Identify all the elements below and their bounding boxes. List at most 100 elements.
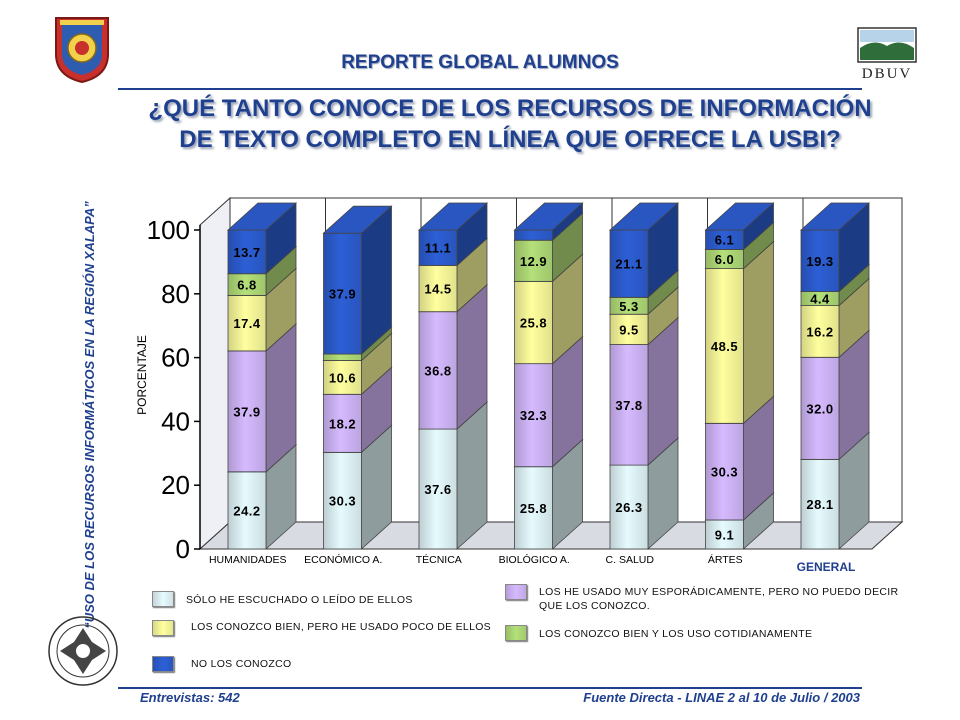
data-label: 10.6 [329, 370, 356, 385]
bar-front [514, 239, 553, 282]
legend-swatch-no_conozco [152, 656, 174, 672]
data-label: 28.1 [806, 497, 833, 512]
legend-swatch-solo_escuchado [152, 591, 174, 607]
bar-front [514, 280, 553, 365]
category-label: HUMANIDADES [209, 554, 287, 566]
bar-segment [799, 202, 871, 293]
category-label: C. SALUD [606, 554, 655, 566]
chart-question-title: ¿QUÉ TANTO CONOCE DE LOS RECURSOS DE INF… [148, 95, 872, 153]
y-tick-label: 60 [161, 343, 190, 373]
data-label: 6.0 [715, 252, 735, 267]
bar-front [227, 471, 267, 550]
legend-label-solo_escuchado: SÓLO HE ESCUCHADO O LEÍDO DE ELLOS [186, 594, 413, 606]
bar-front [418, 428, 458, 550]
data-label: 19.3 [806, 254, 833, 269]
bar-segment [704, 202, 775, 251]
data-label: 11.1 [425, 241, 452, 256]
data-label: 30.3 [711, 465, 738, 480]
legend-swatch-conozco_bien_poco [152, 620, 174, 636]
data-label: 9.1 [715, 527, 735, 542]
data-label: 14.5 [424, 282, 451, 297]
data-label: 17.4 [233, 316, 261, 331]
research-seal-logo [46, 614, 120, 688]
bar-front [800, 305, 840, 358]
bar-top [322, 205, 393, 234]
bar-front [323, 353, 362, 361]
data-label: 9.5 [619, 322, 639, 337]
y-tick-label: 20 [161, 470, 190, 500]
report-title: REPORTE GLOBAL ALUMNOS [341, 52, 619, 73]
bar-segment [226, 202, 298, 275]
bar-front [800, 356, 840, 460]
category-label: ÁRTES [708, 553, 743, 566]
bar-front [227, 229, 267, 275]
data-label: 37.8 [615, 398, 642, 413]
bar-front [323, 393, 362, 453]
data-label: 26.3 [615, 500, 642, 515]
bar-segment [513, 202, 584, 242]
y-tick-label: 100 [147, 215, 190, 245]
bar-front [705, 422, 744, 521]
bar-front [323, 232, 362, 355]
data-label: 25.8 [520, 316, 547, 331]
category-label: BIOLÓGICO A. [499, 553, 570, 566]
bar-front [418, 311, 458, 430]
data-label: 5.3 [619, 299, 639, 314]
bar-front [514, 466, 553, 550]
legend-label-no_conozco: NO LOS CONOZCO [191, 658, 292, 670]
y-tick-label: 40 [161, 406, 190, 436]
data-label: 13.7 [233, 245, 260, 260]
data-label: 32.0 [806, 401, 833, 416]
bar-front [323, 451, 362, 550]
bar-top [226, 202, 298, 231]
data-label: 37.9 [329, 287, 356, 302]
legend-swatch-muy_esporadico [505, 584, 527, 600]
bar-top [704, 202, 775, 231]
bar-front [514, 229, 553, 241]
bar-top [417, 202, 489, 231]
interviews-count: Entrevistas: 542 [140, 690, 240, 705]
bar-front [609, 344, 649, 466]
bar-top [513, 202, 584, 231]
bar-front [323, 360, 362, 395]
bar-top [799, 202, 871, 231]
dbuv-logo-text: DBUV [862, 66, 913, 82]
data-label: 16.2 [806, 324, 833, 339]
bar-segment [608, 202, 680, 299]
university-crest-logo [50, 14, 114, 84]
data-label: 32.3 [520, 408, 547, 423]
bar-side [743, 240, 774, 425]
footer-divider [118, 687, 862, 689]
y-tick-label: 0 [176, 534, 190, 564]
data-label: 4.4 [810, 292, 830, 307]
legend-swatch-uso_cotidiano [505, 625, 527, 641]
bar-segment [704, 395, 775, 521]
data-label: 36.8 [424, 363, 451, 378]
data-label: 37.9 [233, 404, 260, 419]
y-tick-label: 80 [161, 279, 190, 309]
chart-side-wall [199, 196, 231, 551]
data-label: 37.6 [424, 482, 451, 497]
data-label: 30.3 [329, 494, 356, 509]
bar-segment [322, 205, 393, 355]
bar-segment [417, 202, 489, 267]
bar-front [705, 268, 744, 424]
data-label: 21.1 [615, 257, 642, 272]
data-label: 48.5 [711, 339, 738, 354]
category-label: ECONÓMICO A. [304, 553, 382, 566]
data-label: 24.2 [233, 503, 260, 518]
legend-label-uso_cotidiano: LOS CONOZCO BIEN Y LOS USO COTIDIANAMENT… [539, 628, 813, 640]
data-label: 12.9 [520, 254, 547, 269]
bar-front [227, 294, 267, 352]
data-label: 18.2 [329, 416, 356, 431]
bar-front [609, 464, 649, 550]
bar-top [608, 202, 680, 231]
legend-label-muy_esporadico: LOS HE USADO MUY ESPORÁDICAMENTE, PERO N… [539, 586, 899, 612]
category-label: TÉCNICA [416, 553, 462, 566]
bar-front [609, 229, 649, 298]
bar-front [418, 229, 458, 266]
data-source: Fuente Directa - LINAE 2 al 10 de Julio … [583, 690, 860, 705]
header-divider [118, 88, 862, 90]
y-axis-label: PORCENTAJE [135, 335, 149, 415]
